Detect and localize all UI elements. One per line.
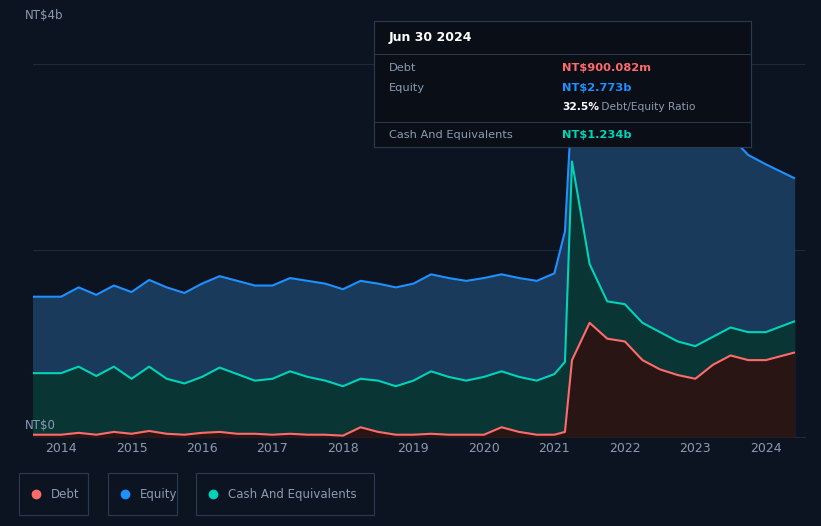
Text: Equity: Equity [140, 488, 177, 501]
FancyBboxPatch shape [108, 473, 177, 515]
Text: NT$900.082m: NT$900.082m [562, 63, 651, 73]
Text: Debt: Debt [51, 488, 80, 501]
Text: NT$1.234b: NT$1.234b [562, 129, 632, 140]
Text: Debt: Debt [388, 63, 416, 73]
Text: Cash And Equivalents: Cash And Equivalents [228, 488, 357, 501]
Text: 32.5%: 32.5% [562, 102, 599, 112]
Text: NT$4b: NT$4b [25, 9, 63, 22]
Text: NT$0: NT$0 [25, 419, 56, 432]
Text: Equity: Equity [388, 83, 424, 93]
FancyBboxPatch shape [196, 473, 374, 515]
Text: Cash And Equivalents: Cash And Equivalents [388, 129, 512, 140]
Text: Debt/Equity Ratio: Debt/Equity Ratio [599, 102, 695, 112]
FancyBboxPatch shape [19, 473, 88, 515]
Text: Jun 30 2024: Jun 30 2024 [388, 31, 472, 44]
Text: NT$2.773b: NT$2.773b [562, 83, 632, 93]
